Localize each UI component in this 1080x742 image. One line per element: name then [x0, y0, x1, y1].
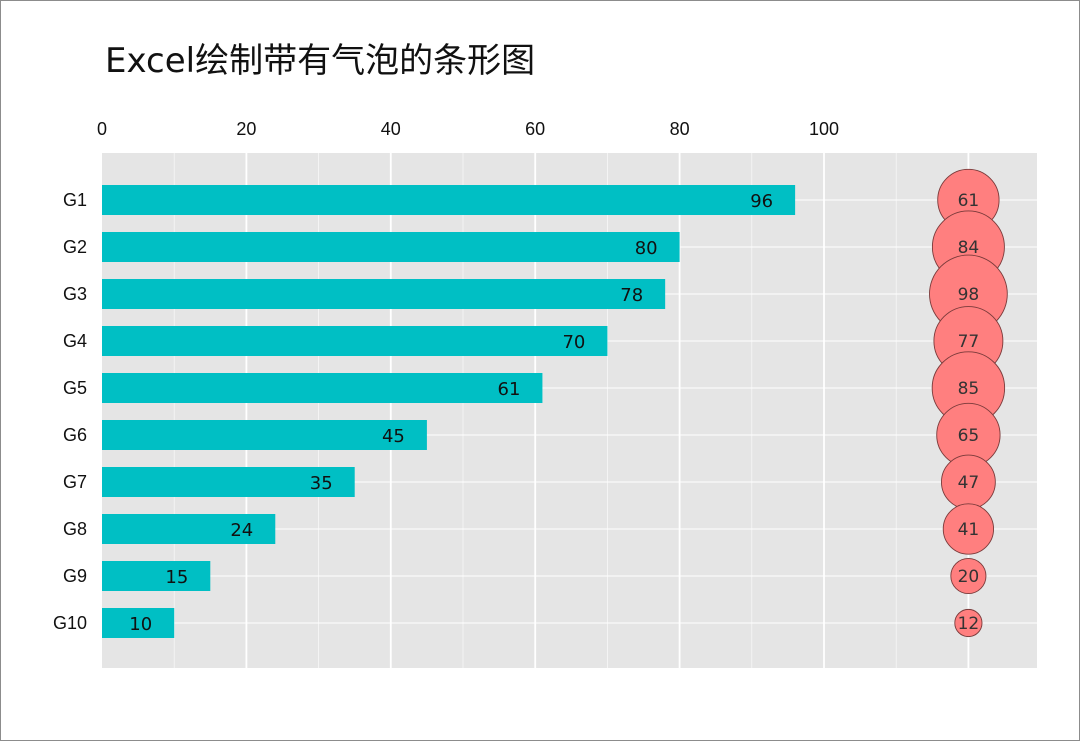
x-tick-label: 60 — [525, 119, 545, 139]
bar — [102, 467, 355, 497]
bar-value-label: 96 — [750, 191, 773, 212]
bubble — [942, 503, 995, 555]
bubble-value-label: 20 — [958, 567, 980, 587]
bar-value-label: 45 — [382, 426, 405, 447]
chart-title: Excel绘制带有气泡的条形图 — [105, 41, 536, 81]
bar — [102, 608, 175, 638]
bubble-value-label: 98 — [958, 285, 980, 305]
category-label: G3 — [63, 284, 87, 304]
x-tick-label: 80 — [670, 119, 690, 139]
category-label: G8 — [63, 519, 87, 539]
bar-value-label: 78 — [620, 285, 643, 306]
bar — [102, 185, 796, 215]
bubble-value-label: 47 — [958, 473, 980, 493]
bar-value-label: 10 — [129, 614, 152, 635]
x-tick-label: 40 — [381, 119, 401, 139]
bubble-value-label: 77 — [958, 332, 980, 352]
category-label: G6 — [63, 425, 87, 445]
bar-value-label: 80 — [635, 238, 658, 259]
x-tick-label: 20 — [236, 119, 256, 139]
bar — [102, 326, 608, 356]
bar — [102, 232, 680, 262]
category-label: G2 — [63, 237, 87, 257]
bubble-value-label: 85 — [958, 379, 980, 399]
x-tick-label: 100 — [809, 119, 839, 139]
bubble-value-label: 84 — [958, 238, 980, 258]
category-label: G1 — [63, 190, 87, 210]
bar-value-label: 35 — [310, 473, 333, 494]
bar-value-label: 15 — [165, 567, 188, 588]
category-label: G5 — [63, 378, 87, 398]
bubble-value-label: 12 — [958, 614, 980, 634]
bubble — [954, 608, 983, 638]
bar-value-label: 70 — [562, 332, 585, 353]
bubble-value-label: 41 — [958, 520, 980, 540]
bar — [102, 279, 666, 309]
x-tick-label: 0 — [97, 119, 107, 139]
bubble-value-label: 65 — [958, 426, 980, 446]
category-label: G10 — [53, 613, 87, 633]
bar — [102, 420, 427, 450]
category-label: G9 — [63, 566, 87, 586]
bar — [102, 561, 211, 591]
category-label: G7 — [63, 472, 87, 492]
bar — [102, 514, 276, 544]
bubble-value-label: 61 — [958, 191, 980, 211]
bar — [102, 373, 543, 403]
bar-value-label: 24 — [230, 520, 253, 541]
plot-panel — [102, 153, 1037, 668]
category-label: G4 — [63, 331, 87, 351]
bar-value-label: 61 — [498, 379, 521, 400]
bubble — [950, 557, 987, 595]
